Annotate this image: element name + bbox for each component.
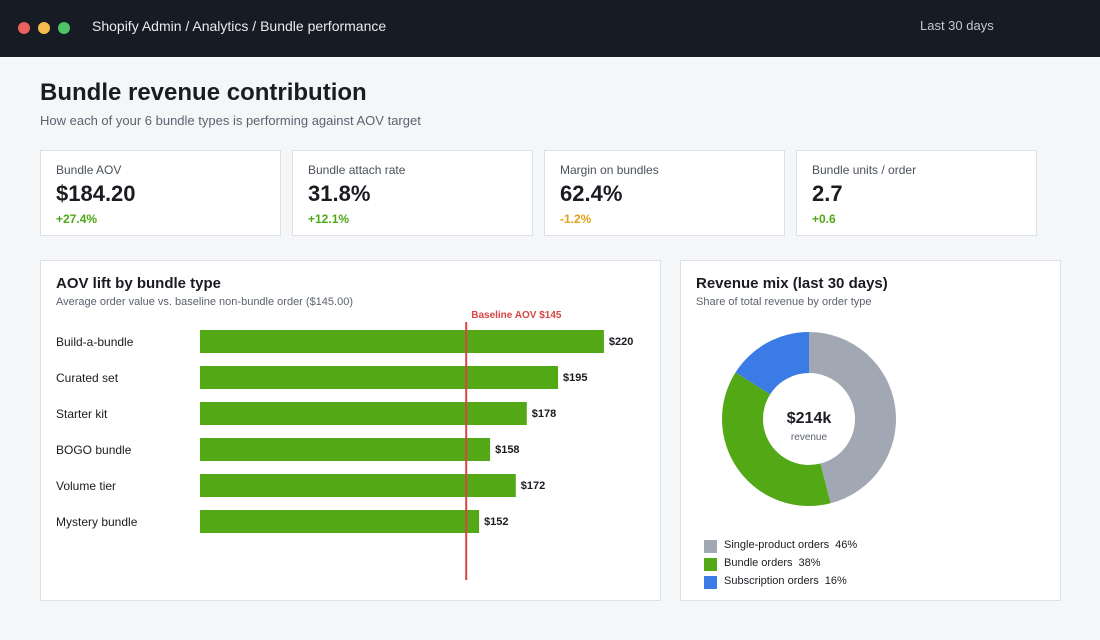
bar-category-label: Build-a-bundle — [56, 335, 134, 349]
kpi-delta: +0.6 — [812, 212, 836, 226]
kpi-card-margin[interactable]: Margin on bundles 62.4% -1.2% — [544, 150, 785, 236]
donut-slice — [735, 332, 809, 395]
kpi-delta: +12.1% — [308, 212, 350, 226]
legend-percent: 46% — [835, 539, 858, 551]
bar-category-label: BOGO bundle — [56, 443, 132, 457]
kpi-value: $184.20 — [56, 181, 136, 206]
legend-percent: 16% — [824, 575, 847, 587]
kpi-delta: +27.4% — [56, 212, 98, 226]
minimize-window-button[interactable] — [38, 22, 50, 34]
donut-slice — [722, 372, 831, 506]
bar — [200, 366, 559, 389]
chart-subtitle: Average order value vs. baseline non-bun… — [56, 296, 353, 308]
bar-category-label: Volume tier — [56, 479, 116, 493]
legend-swatch — [704, 540, 717, 553]
bar — [200, 474, 516, 497]
breadcrumb[interactable]: Shopify Admin / Analytics / Bundle perfo… — [92, 18, 387, 34]
donut-center-value: $214k — [787, 410, 832, 427]
legend-swatch — [704, 576, 717, 589]
aov-bar-chart: Build-a-bundle $220 Curated set $195 Starter… — [56, 310, 633, 580]
kpi-value: 2.7 — [812, 181, 843, 206]
legend-label: Single-product orders 46% — [724, 539, 858, 551]
bar-value-label: $220 — [609, 336, 633, 348]
bar-value-label: $178 — [532, 408, 556, 420]
bar-value-label: $158 — [495, 444, 519, 456]
kpi-value: 31.8% — [308, 181, 371, 206]
revenue-donut-chart: $214k revenue — [722, 332, 896, 506]
chart-subtitle: Share of total revenue by order type — [696, 296, 872, 308]
legend-percent: 38% — [798, 557, 821, 569]
kpi-value: 62.4% — [560, 181, 623, 206]
kpi-label: Bundle attach rate — [308, 163, 406, 177]
bar-value-label: $172 — [521, 480, 545, 492]
kpi-label: Bundle units / order — [812, 163, 917, 177]
kpi-label: Margin on bundles — [560, 163, 659, 177]
kpi-card-bundle-aov[interactable]: Bundle AOV $184.20 +27.4% — [40, 150, 281, 236]
bar — [200, 330, 604, 353]
page-title: Bundle revenue contribution — [40, 79, 367, 106]
chart-title: Revenue mix (last 30 days) — [696, 275, 888, 292]
maximize-window-button[interactable] — [58, 22, 70, 34]
bar — [200, 510, 480, 533]
window-titlebar: Shopify Admin / Analytics / Bundle perfo… — [0, 0, 1100, 57]
bar-category-label: Starter kit — [56, 407, 108, 421]
legend-label: Subscription orders 16% — [724, 575, 847, 587]
kpi-card-units-per-order[interactable]: Bundle units / order 2.7 +0.6 — [796, 150, 1037, 236]
kpi-card-attach-rate[interactable]: Bundle attach rate 31.8% +12.1% — [292, 150, 533, 236]
bar-category-label: Mystery bundle — [56, 515, 138, 529]
bar — [200, 402, 527, 425]
chart-title: AOV lift by bundle type — [56, 275, 222, 292]
kpi-delta: -1.2% — [560, 212, 592, 226]
donut-center-label: revenue — [791, 432, 828, 443]
close-window-button[interactable] — [18, 22, 30, 34]
kpi-label: Bundle AOV — [56, 163, 122, 177]
aov-lift-panel: AOV lift by bundle type Average order va… — [40, 260, 661, 601]
baseline-label: Baseline AOV $145 — [471, 310, 562, 321]
donut-slice — [809, 332, 896, 504]
bar-value-label: $195 — [563, 372, 587, 384]
bar-category-label: Curated set — [56, 371, 119, 385]
page-subtitle: How each of your 6 bundle types is perfo… — [40, 113, 421, 128]
bar — [200, 438, 491, 461]
revenue-mix-panel: Revenue mix (last 30 days) Share of tota… — [680, 260, 1061, 601]
legend-label: Bundle orders 38% — [724, 557, 821, 569]
date-range-selector[interactable]: Last 30 days — [920, 18, 994, 33]
legend-swatch — [704, 558, 717, 571]
bar-value-label: $152 — [484, 516, 508, 528]
